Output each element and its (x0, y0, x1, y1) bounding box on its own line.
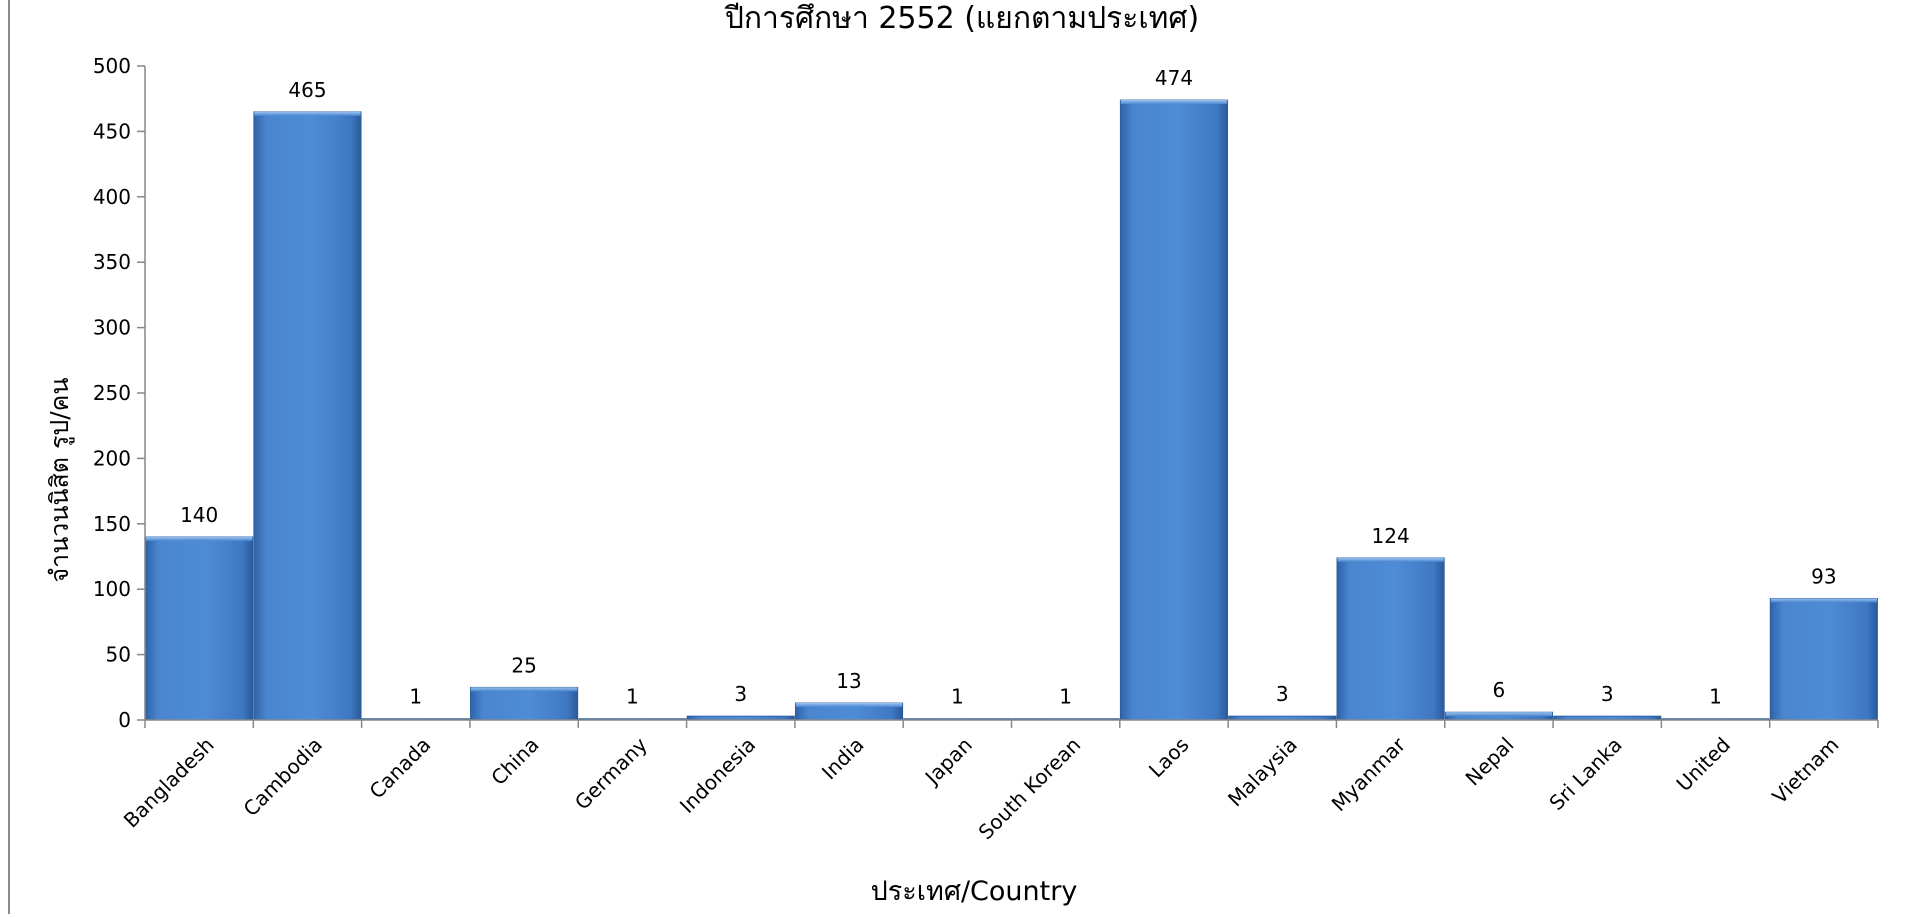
y-tick-label: 350 (93, 250, 131, 274)
x-tick-label: Bangladesh (119, 733, 219, 833)
bar-highlight (1337, 557, 1444, 562)
bar-highlight (254, 111, 361, 116)
data-label: 124 (1372, 524, 1410, 548)
bar-bangladesh (145, 536, 254, 721)
data-label: 93 (1811, 564, 1836, 588)
x-tick-label: Laos (1144, 733, 1194, 783)
y-tick-label: 500 (93, 54, 131, 78)
x-tick-label: Cambodia (239, 733, 327, 821)
data-label: 3 (1276, 682, 1289, 706)
bar-highlight (146, 536, 253, 541)
x-tick-label: Nepal (1461, 733, 1519, 791)
data-label: 6 (1493, 678, 1506, 702)
data-label: 1 (951, 685, 964, 709)
x-tick-label: Indonesia (675, 733, 760, 818)
bar-highlight (1770, 598, 1877, 603)
x-tick-label: Myanmar (1327, 732, 1411, 816)
x-tick-label: United (1672, 733, 1735, 796)
y-tick-label: 300 (93, 316, 131, 340)
bar-highlight (795, 702, 903, 707)
data-label: 25 (511, 653, 536, 677)
bar-cambodia (253, 111, 362, 721)
chart-title: ปีการศึกษา 2552 (แยกตามประเทศ) (724, 1, 1199, 36)
y-tick-label: 50 (106, 643, 131, 667)
data-label: 1 (409, 685, 422, 709)
data-label: 1 (626, 685, 639, 709)
bar-highlight (470, 687, 578, 692)
y-tick-label: 0 (118, 708, 131, 732)
y-axis-label: จำนวนนิสิต รูป/คน (45, 378, 75, 583)
data-label: 465 (288, 78, 326, 102)
bar-laos (1119, 99, 1229, 721)
data-label: 3 (734, 682, 747, 706)
bar-vietnam (1769, 597, 1878, 721)
y-axis-ticks: 0 50 100 150 200 250 300 350 400 450 500 (93, 54, 145, 732)
y-tick-label: 250 (93, 381, 131, 405)
bar-china (470, 686, 579, 721)
data-label: 140 (180, 503, 218, 527)
x-tick-label: South Korean (974, 733, 1086, 845)
data-label: 1 (1059, 685, 1072, 709)
x-axis-label: ประเทศ/Country (871, 876, 1078, 907)
y-tick-label: 450 (93, 119, 131, 143)
bars (145, 99, 1878, 721)
x-tick-label: India (817, 733, 869, 785)
left-border-line (8, 0, 10, 914)
y-tick-label: 400 (93, 185, 131, 209)
data-label: 1 (1709, 685, 1722, 709)
bar-myanmar (1336, 557, 1445, 721)
y-tick-label: 200 (93, 446, 131, 470)
x-tick-label: Vietnam (1767, 733, 1843, 809)
x-axis-tick-labels: Bangladesh Cambodia Canada China Germany Indo… (119, 720, 1879, 845)
x-tick-label: Sri Lanka (1544, 733, 1626, 815)
data-label: 13 (836, 669, 861, 693)
y-tick-label: 100 (93, 577, 131, 601)
data-label: 474 (1155, 66, 1193, 90)
x-tick-label: China (486, 733, 543, 790)
bar-highlight (1445, 712, 1553, 717)
data-label: 3 (1601, 682, 1614, 706)
x-tick-label: Malaysia (1223, 733, 1302, 812)
x-tick-label: Canada (365, 733, 436, 804)
x-tick-label: Japan (919, 733, 977, 791)
x-tick-label: Germany (570, 732, 652, 814)
y-tick-label: 150 (93, 512, 131, 536)
bar-highlight (1120, 100, 1228, 105)
